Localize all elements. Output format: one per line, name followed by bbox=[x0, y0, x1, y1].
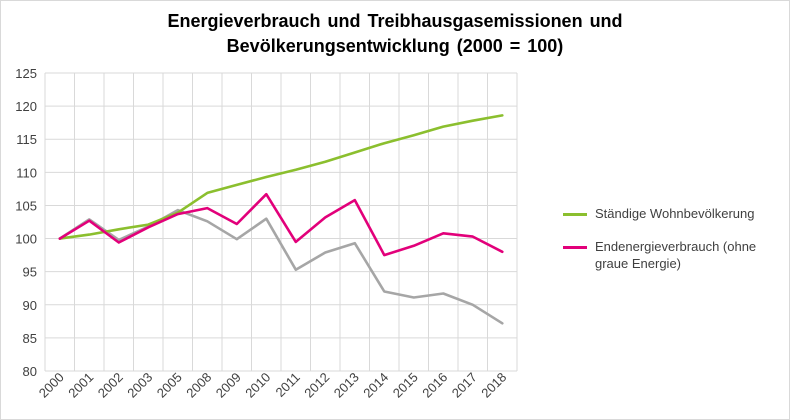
x-tick-label-2017: 2017 bbox=[449, 370, 480, 401]
y-tick-label-125: 125 bbox=[15, 66, 37, 81]
x-tick-label-2011: 2011 bbox=[272, 370, 302, 400]
x-tick-label-2009: 2009 bbox=[213, 370, 244, 401]
chart-title-line-1: Energieverbrauch und Treibhausgasemissio… bbox=[167, 11, 623, 31]
x-tick-label-2008: 2008 bbox=[183, 370, 214, 401]
x-tick-label-2012: 2012 bbox=[301, 370, 332, 401]
x-tick-label-2010: 2010 bbox=[242, 370, 273, 401]
legend-swatch-population bbox=[563, 213, 587, 216]
x-tick-label-2005: 2005 bbox=[154, 370, 185, 401]
chart-title-line-2: Bevölkerungsentwicklung (2000 = 100) bbox=[226, 36, 564, 56]
x-tick-label-2015: 2015 bbox=[390, 370, 421, 401]
legend-item-energy: Endenergieverbrauch (ohne graue Energie) bbox=[563, 238, 783, 272]
y-tick-label-85: 85 bbox=[23, 331, 37, 346]
legend-label-energy: Endenergieverbrauch (ohne graue Energie) bbox=[595, 239, 757, 271]
legend-item-population: Ständige Wohnbevölkerung bbox=[563, 205, 783, 222]
y-tick-label-115: 115 bbox=[16, 132, 37, 147]
x-tick-label-2018: 2018 bbox=[478, 370, 509, 401]
y-tick-label-80: 80 bbox=[23, 364, 37, 379]
chart-title: Energieverbrauch und Treibhausgasemissio… bbox=[0, 9, 790, 59]
x-tick-label-2003: 2003 bbox=[124, 370, 155, 401]
y-tick-label-100: 100 bbox=[15, 232, 37, 247]
legend-swatch-energy bbox=[563, 246, 587, 249]
x-tick-label-2016: 2016 bbox=[419, 370, 450, 401]
x-tick-label-2000: 2000 bbox=[36, 370, 67, 401]
legend-label-population: Ständige Wohnbevölkerung bbox=[595, 206, 755, 221]
series-line-population bbox=[58, 114, 504, 240]
y-tick-label-120: 120 bbox=[15, 99, 37, 114]
y-tick-label-90: 90 bbox=[23, 298, 37, 313]
series-line-emissions bbox=[58, 208, 504, 325]
x-tick-label-2001: 2001 bbox=[65, 370, 96, 401]
series-line-energy bbox=[58, 192, 504, 257]
y-tick-label-95: 95 bbox=[23, 265, 37, 280]
y-tick-label-110: 110 bbox=[16, 165, 37, 180]
y-tick-label-105: 105 bbox=[15, 198, 37, 213]
legend: Ständige Wohnbevölkerung Endenergieverbr… bbox=[563, 205, 783, 288]
x-tick-label-2002: 2002 bbox=[95, 370, 126, 401]
x-tick-label-2013: 2013 bbox=[331, 370, 362, 401]
x-tick-label-2014: 2014 bbox=[360, 370, 391, 401]
